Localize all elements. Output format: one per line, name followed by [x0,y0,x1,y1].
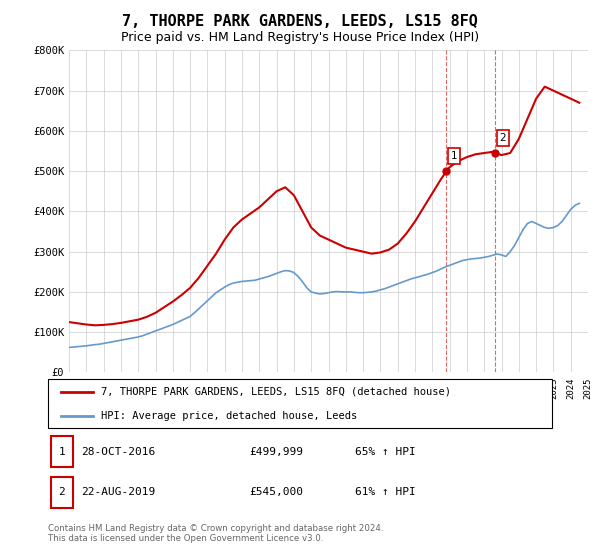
Text: 28-OCT-2016: 28-OCT-2016 [81,447,155,457]
Text: £499,999: £499,999 [250,447,304,457]
Text: 7, THORPE PARK GARDENS, LEEDS, LS15 8FQ: 7, THORPE PARK GARDENS, LEEDS, LS15 8FQ [122,14,478,29]
Text: 1: 1 [451,151,457,161]
Text: 2: 2 [58,487,65,497]
Text: 2: 2 [500,133,506,143]
Text: Contains HM Land Registry data © Crown copyright and database right 2024.
This d: Contains HM Land Registry data © Crown c… [48,524,383,543]
Text: 1: 1 [58,447,65,457]
Text: 22-AUG-2019: 22-AUG-2019 [81,487,155,497]
Text: 61% ↑ HPI: 61% ↑ HPI [355,487,416,497]
Bar [50,477,73,508]
Text: 7, THORPE PARK GARDENS, LEEDS, LS15 8FQ (detached house): 7, THORPE PARK GARDENS, LEEDS, LS15 8FQ … [101,387,451,397]
Text: £545,000: £545,000 [250,487,304,497]
Text: HPI: Average price, detached house, Leeds: HPI: Average price, detached house, Leed… [101,410,357,421]
Bar [50,436,73,467]
Text: Price paid vs. HM Land Registry's House Price Index (HPI): Price paid vs. HM Land Registry's House … [121,31,479,44]
Text: 65% ↑ HPI: 65% ↑ HPI [355,447,416,457]
